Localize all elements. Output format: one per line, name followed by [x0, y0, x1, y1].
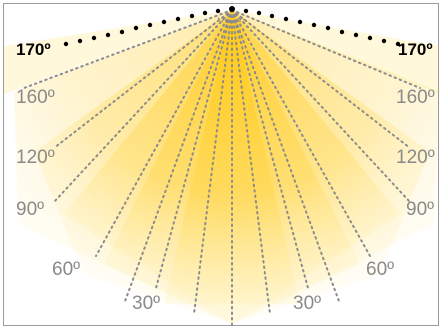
- beam-angle-graphic: [4, 6, 438, 325]
- label-30-right: 30º: [293, 293, 322, 314]
- label-60-right: 60º: [366, 259, 395, 280]
- beam-angle-diagram: 170º 170º 160º 160º 120º 120º 90º 90º 60…: [3, 3, 439, 326]
- label-120-right: 120º: [396, 147, 435, 168]
- label-170-right: 170º: [398, 40, 433, 59]
- label-30-left: 30º: [132, 293, 161, 314]
- ray-160-left: [23, 9, 233, 89]
- source-arc: [217, 17, 247, 24]
- ray-aux-right-2: [231, 9, 271, 315]
- label-170-left: 170º: [16, 40, 51, 59]
- ray-30-left: [155, 9, 233, 289]
- ray-90-right: [231, 9, 411, 203]
- ray-30-right: [231, 9, 309, 289]
- label-90-right: 90º: [406, 199, 435, 220]
- ray-90-left: [53, 9, 233, 203]
- beam-30: [164, 10, 300, 304]
- ray-120-left: [53, 9, 233, 149]
- ray-160-right: [231, 9, 421, 89]
- ray-aux-left-2: [193, 9, 233, 315]
- label-90-left: 90º: [16, 199, 45, 220]
- arc-170-dots: [63, 6, 401, 47]
- label-160-right: 160º: [396, 87, 435, 108]
- label-120-left: 120º: [16, 147, 55, 168]
- label-60-left: 60º: [52, 259, 81, 280]
- label-160-left: 160º: [16, 87, 55, 108]
- ray-120-right: [231, 9, 411, 149]
